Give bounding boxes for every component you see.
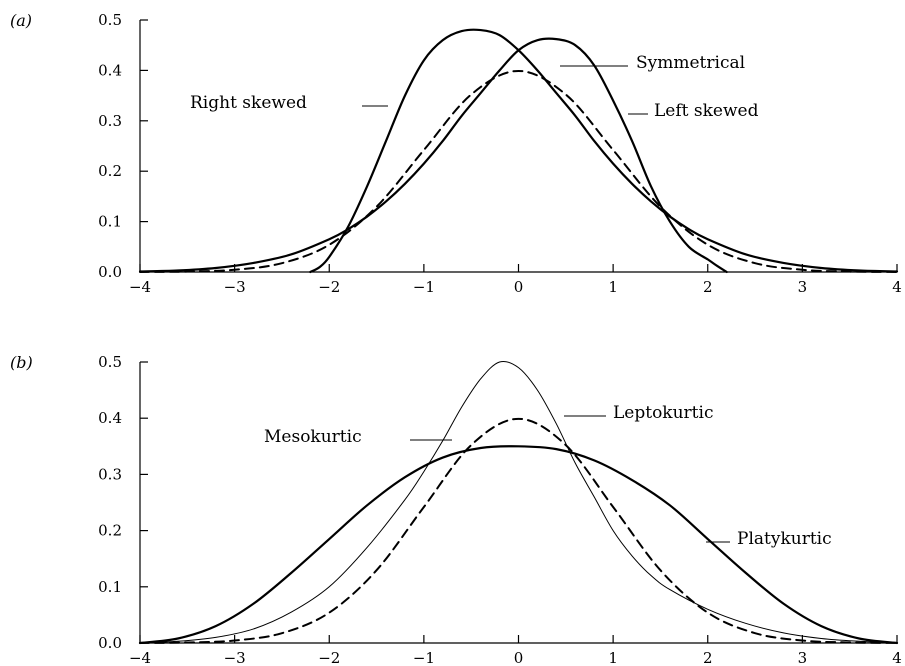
annotation-right-skewed: Right skewed bbox=[190, 93, 307, 113]
x-tick-label: −2 bbox=[318, 649, 340, 666]
x-tick-label: −4 bbox=[129, 649, 151, 666]
y-tick-label: 0.0 bbox=[98, 263, 122, 281]
panel-label: (a) bbox=[10, 11, 32, 30]
y-tick-label: 0.1 bbox=[98, 578, 122, 596]
annotation-mesokurtic: Mesokurtic bbox=[264, 427, 362, 447]
series-line-platykurtic bbox=[138, 445, 899, 645]
y-tick-label: 0.5 bbox=[98, 11, 122, 29]
x-tick-label: 3 bbox=[798, 278, 808, 296]
annotation-platykurtic: Platykurtic bbox=[737, 529, 832, 549]
panel-label: (b) bbox=[10, 353, 33, 372]
x-tick-label: 2 bbox=[703, 649, 713, 666]
x-tick-label: 4 bbox=[892, 649, 902, 666]
y-tick-label: 0.2 bbox=[98, 162, 122, 180]
annotation-left-skewed: Left skewed bbox=[654, 101, 759, 121]
series-line-leptokurtic bbox=[139, 360, 898, 644]
panel-a: (a) 0.0 0.1 0.2 0.3 0.4 0.5 −4 −3 −2 −1 0 1 2 3 4 Right … bbox=[10, 11, 902, 296]
series-line-right-skewed bbox=[309, 28, 899, 274]
y-tick-label: 0.5 bbox=[98, 353, 122, 371]
series-line-mesokurtic bbox=[139, 417, 898, 644]
y-tick-label: 0.2 bbox=[98, 522, 122, 540]
panel-b: (b) 0.0 0.1 0.2 0.3 0.4 0.5 −4 −3 −2 −1 0 1 2 3 4 Mesoku… bbox=[10, 353, 902, 666]
series-line-symmetrical bbox=[139, 69, 898, 273]
x-tick-label: 3 bbox=[798, 649, 808, 666]
y-tick-label: 0.4 bbox=[98, 409, 122, 427]
series-line-left-skewed bbox=[138, 37, 728, 274]
x-tick-label: −1 bbox=[413, 649, 435, 666]
x-tick-label: −2 bbox=[318, 278, 340, 296]
x-tick-label: −1 bbox=[413, 278, 435, 296]
y-tick-label: 0.4 bbox=[98, 61, 122, 79]
annotation-leptokurtic: Leptokurtic bbox=[613, 403, 713, 423]
x-tick-label: 2 bbox=[703, 278, 713, 296]
x-tick-label: 1 bbox=[608, 649, 618, 666]
x-tick-label: 0 bbox=[514, 649, 524, 666]
y-tick-label: 0.1 bbox=[98, 213, 122, 231]
annotation-symmetrical: Symmetrical bbox=[636, 53, 745, 73]
x-tick-label: 0 bbox=[514, 278, 524, 296]
y-tick-label: 0.0 bbox=[98, 634, 122, 652]
x-tick-label: −4 bbox=[129, 278, 151, 296]
x-tick-label: 1 bbox=[608, 278, 618, 296]
x-tick-label: 4 bbox=[892, 278, 902, 296]
x-tick-label: −3 bbox=[224, 649, 246, 666]
y-tick-label: 0.3 bbox=[98, 465, 122, 483]
y-tick-label: 0.3 bbox=[98, 112, 122, 130]
x-tick-label: −3 bbox=[224, 278, 246, 296]
